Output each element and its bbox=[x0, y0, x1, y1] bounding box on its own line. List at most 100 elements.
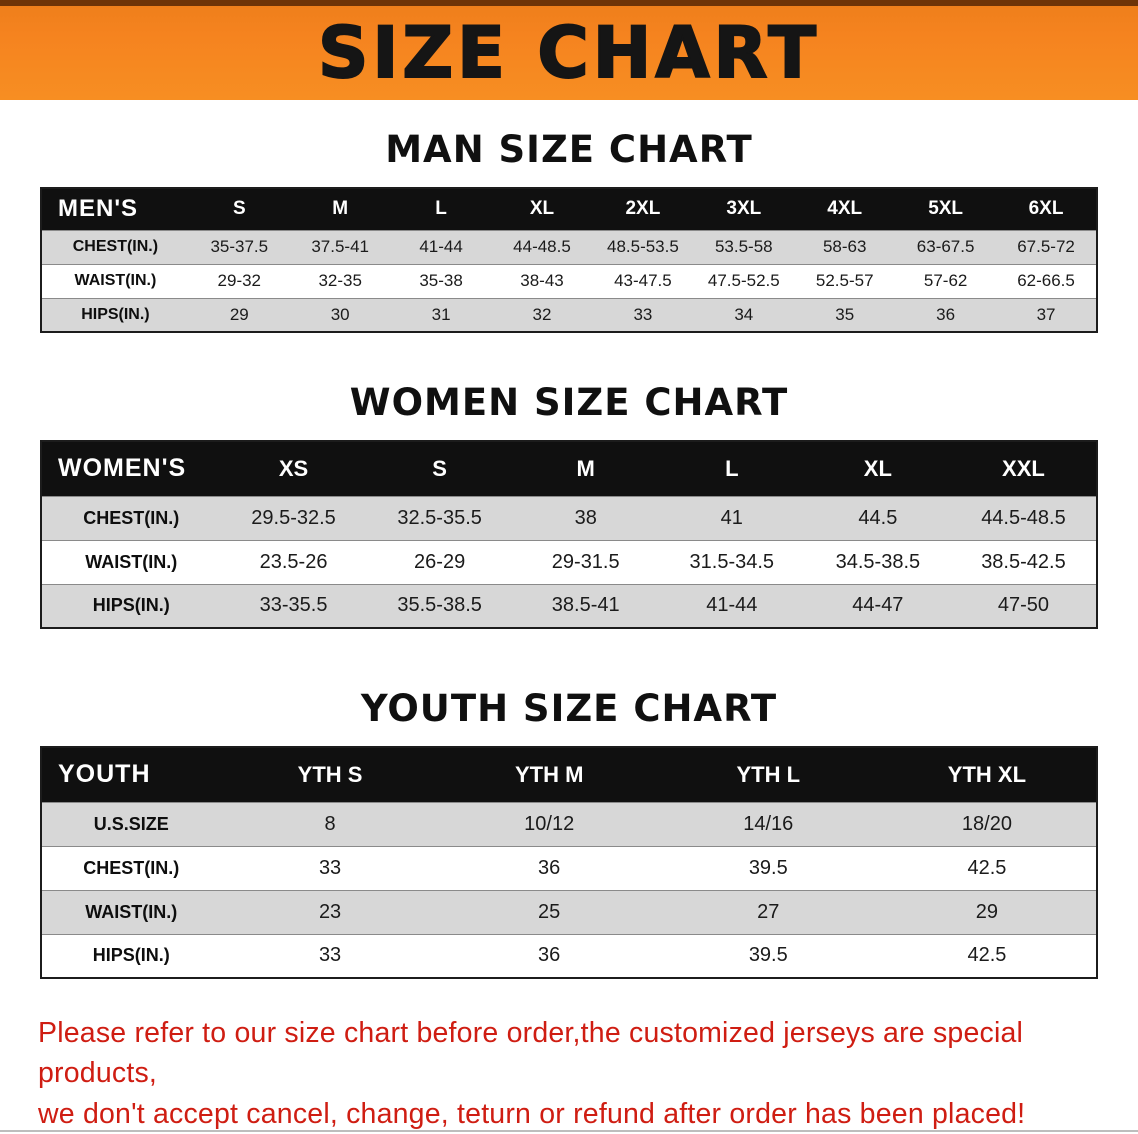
value-cell: 53.5-58 bbox=[693, 229, 795, 264]
value-cell: 32.5-35.5 bbox=[366, 495, 513, 540]
disclaimer-line-1: Please refer to our size chart before or… bbox=[38, 1017, 1024, 1090]
value-cell: 58-63 bbox=[794, 229, 896, 264]
value-cell: 25 bbox=[439, 889, 659, 934]
size-header-cell: 5XL bbox=[895, 188, 997, 230]
row-label-cell: CHEST(IN.) bbox=[41, 229, 189, 264]
size-header-cell: YTH XL bbox=[877, 747, 1097, 802]
size-header-cell: YTH S bbox=[220, 747, 440, 802]
value-cell: 8 bbox=[220, 801, 440, 846]
row-label-cell: U.S.SIZE bbox=[41, 801, 221, 846]
value-cell: 36 bbox=[895, 297, 997, 332]
table-title-cell: WOMEN'S bbox=[41, 441, 221, 496]
value-cell: 29 bbox=[877, 889, 1097, 934]
row-label-cell: WAIST(IN.) bbox=[41, 889, 221, 934]
value-cell: 14/16 bbox=[658, 801, 878, 846]
page-title: SIZE CHART bbox=[317, 12, 821, 94]
value-cell: 42.5 bbox=[877, 845, 1097, 890]
size-header-cell: YTH L bbox=[658, 747, 878, 802]
value-cell: 29.5-32.5 bbox=[220, 495, 367, 540]
value-cell: 31.5-34.5 bbox=[658, 539, 805, 584]
youth-section-heading: YOUTH SIZE CHART bbox=[360, 687, 778, 730]
table-row: HIPS(IN.) 33-35.5 35.5-38.5 38.5-41 41-44 44-… bbox=[41, 583, 1097, 628]
women-section-heading: WOMEN SIZE CHART bbox=[349, 381, 789, 424]
value-cell: 43-47.5 bbox=[592, 263, 694, 298]
size-header-cell: 2XL bbox=[592, 188, 694, 230]
value-cell: 41-44 bbox=[658, 583, 805, 628]
size-header-cell: XXL bbox=[950, 441, 1097, 496]
value-cell: 33 bbox=[220, 933, 440, 978]
table-header-row: MEN'S S M L XL 2XL 3XL 4XL 5XL 6XL bbox=[41, 188, 1097, 230]
size-header-cell: YTH M bbox=[439, 747, 659, 802]
value-cell: 41 bbox=[658, 495, 805, 540]
value-cell: 44-47 bbox=[804, 583, 951, 628]
value-cell: 41-44 bbox=[390, 229, 492, 264]
value-cell: 37 bbox=[996, 297, 1097, 332]
value-cell: 62-66.5 bbox=[996, 263, 1097, 298]
value-cell: 38-43 bbox=[491, 263, 593, 298]
table-title-cell: MEN'S bbox=[41, 188, 189, 230]
value-cell: 36 bbox=[439, 933, 659, 978]
row-label-cell: WAIST(IN.) bbox=[41, 539, 221, 584]
size-header-cell: L bbox=[390, 188, 492, 230]
value-cell: 34.5-38.5 bbox=[804, 539, 951, 584]
women-size-section: WOMEN SIZE CHART WOMEN'S XS S M L XL XXL CHEST(… bbox=[0, 381, 1138, 629]
men-size-table: MEN'S S M L XL 2XL 3XL 4XL 5XL 6XL CHEST(IN.) 35-37… bbox=[40, 187, 1098, 333]
size-header-cell: XL bbox=[491, 188, 593, 230]
value-cell: 34 bbox=[693, 297, 795, 332]
table-row: U.S.SIZE 8 10/12 14/16 18/20 bbox=[41, 801, 1097, 846]
value-cell: 57-62 bbox=[895, 263, 997, 298]
youth-size-section: YOUTH SIZE CHART YOUTH YTH S YTH M YTH L YTH… bbox=[0, 687, 1138, 979]
value-cell: 33 bbox=[220, 845, 440, 890]
value-cell: 67.5-72 bbox=[996, 229, 1097, 264]
value-cell: 23 bbox=[220, 889, 440, 934]
value-cell: 35-38 bbox=[390, 263, 492, 298]
row-label-cell: CHEST(IN.) bbox=[41, 495, 221, 540]
row-label-cell: HIPS(IN.) bbox=[41, 583, 221, 628]
value-cell: 10/12 bbox=[439, 801, 659, 846]
size-chart-banner: SIZE CHART bbox=[0, 0, 1138, 100]
value-cell: 47-50 bbox=[950, 583, 1097, 628]
size-header-cell: 4XL bbox=[794, 188, 896, 230]
value-cell: 23.5-26 bbox=[220, 539, 367, 584]
table-row: CHEST(IN.) 35-37.5 37.5-41 41-44 44-48.5 48.5… bbox=[41, 229, 1097, 264]
size-header-cell: 6XL bbox=[996, 188, 1097, 230]
value-cell: 39.5 bbox=[658, 933, 878, 978]
value-cell: 37.5-41 bbox=[289, 229, 391, 264]
table-row: WAIST(IN.) 29-32 32-35 35-38 38-43 43-47.5 47.… bbox=[41, 263, 1097, 298]
value-cell: 29-32 bbox=[188, 263, 290, 298]
row-label-cell: HIPS(IN.) bbox=[41, 933, 221, 978]
table-row: WAIST(IN.) 23.5-26 26-29 29-31.5 31.5-34.5 34… bbox=[41, 539, 1097, 584]
size-header-cell: XS bbox=[220, 441, 367, 496]
value-cell: 26-29 bbox=[366, 539, 513, 584]
table-row: WAIST(IN.) 23 25 27 29 bbox=[41, 889, 1097, 934]
value-cell: 32-35 bbox=[289, 263, 391, 298]
size-header-cell: L bbox=[658, 441, 805, 496]
value-cell: 44.5 bbox=[804, 495, 951, 540]
value-cell: 32 bbox=[491, 297, 593, 332]
value-cell: 35-37.5 bbox=[188, 229, 290, 264]
table-title-cell: YOUTH bbox=[41, 747, 221, 802]
size-header-cell: M bbox=[512, 441, 659, 496]
size-header-cell: XL bbox=[804, 441, 951, 496]
disclaimer-line-2: we don't accept cancel, change, teturn o… bbox=[38, 1097, 1026, 1130]
value-cell: 39.5 bbox=[658, 845, 878, 890]
size-header-cell: S bbox=[366, 441, 513, 496]
value-cell: 36 bbox=[439, 845, 659, 890]
table-row: HIPS(IN.) 33 36 39.5 42.5 bbox=[41, 933, 1097, 978]
table-header-row: YOUTH YTH S YTH M YTH L YTH XL bbox=[41, 747, 1097, 802]
disclaimer-text: Please refer to our size chart before or… bbox=[38, 1013, 1120, 1134]
value-cell: 35.5-38.5 bbox=[366, 583, 513, 628]
table-header-row: WOMEN'S XS S M L XL XXL bbox=[41, 441, 1097, 496]
value-cell: 30 bbox=[289, 297, 391, 332]
value-cell: 33-35.5 bbox=[220, 583, 367, 628]
value-cell: 29 bbox=[188, 297, 290, 332]
value-cell: 44.5-48.5 bbox=[950, 495, 1097, 540]
table-row: HIPS(IN.) 29 30 31 32 33 34 35 36 37 bbox=[41, 297, 1097, 332]
value-cell: 42.5 bbox=[877, 933, 1097, 978]
row-label-cell: WAIST(IN.) bbox=[41, 263, 189, 298]
value-cell: 44-48.5 bbox=[491, 229, 593, 264]
value-cell: 47.5-52.5 bbox=[693, 263, 795, 298]
table-row: CHEST(IN.) 33 36 39.5 42.5 bbox=[41, 845, 1097, 890]
value-cell: 33 bbox=[592, 297, 694, 332]
row-label-cell: HIPS(IN.) bbox=[41, 297, 189, 332]
